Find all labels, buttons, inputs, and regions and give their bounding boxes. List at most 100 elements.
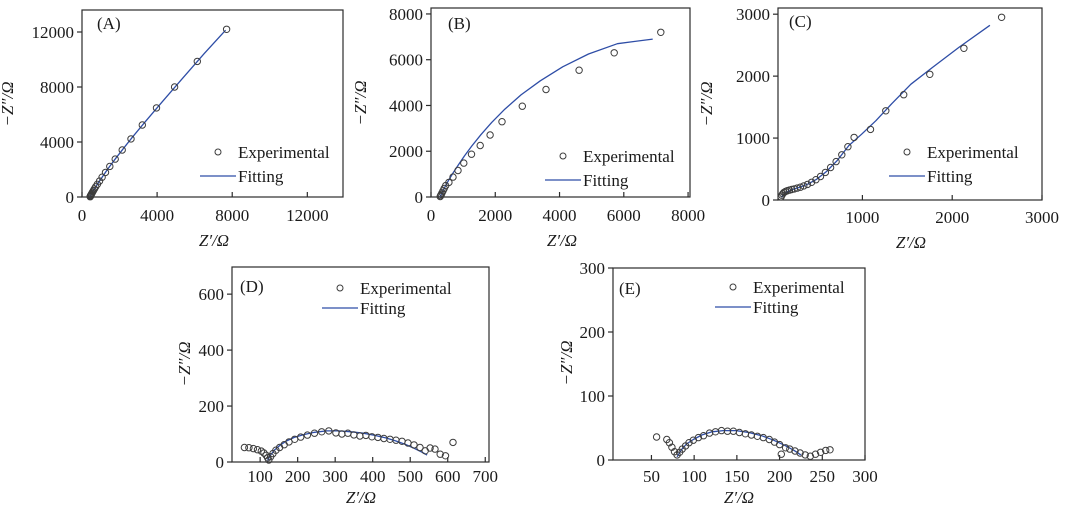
experimental-point bbox=[826, 163, 835, 172]
experimental-point bbox=[610, 49, 618, 57]
experimental-point bbox=[325, 427, 333, 435]
x-tick-label: 100 bbox=[681, 467, 707, 486]
fitting-line bbox=[439, 38, 653, 198]
experimental-points bbox=[240, 427, 457, 464]
experimental-point bbox=[138, 121, 147, 129]
experimental-point bbox=[866, 125, 875, 134]
y-tick-label: 600 bbox=[199, 285, 225, 304]
y-axis-title: −Z″/Ω bbox=[175, 341, 194, 386]
x-tick-label: 150 bbox=[724, 467, 750, 486]
experimental-point bbox=[777, 450, 785, 458]
experimental-point bbox=[832, 157, 840, 166]
experimental-point bbox=[822, 446, 830, 455]
panel-label: (A) bbox=[97, 14, 121, 33]
y-tick-label: 4000 bbox=[40, 133, 74, 152]
x-tick-label: 1000 bbox=[845, 208, 879, 227]
y-tick-label: 400 bbox=[199, 341, 225, 360]
experimental-point bbox=[821, 168, 830, 177]
y-axis-title: −Z″/Ω bbox=[351, 80, 370, 125]
axis-box bbox=[430, 7, 691, 198]
x-axis-title: Z′/Ω bbox=[346, 488, 376, 507]
legend-experimental-marker bbox=[559, 152, 567, 160]
experimental-point bbox=[127, 135, 135, 143]
legend-fitting-label: Fitting bbox=[238, 167, 284, 186]
experimental-point bbox=[222, 25, 231, 33]
x-tick-label: 300 bbox=[852, 467, 878, 486]
experimental-point bbox=[318, 428, 326, 436]
experimental-point bbox=[106, 162, 114, 171]
experimental-point bbox=[467, 150, 476, 158]
y-axis-title: −Z″/Ω bbox=[557, 340, 576, 385]
panel-label: (D) bbox=[240, 277, 264, 296]
x-tick-label: 100 bbox=[247, 467, 273, 486]
x-tick-label: 250 bbox=[810, 467, 836, 486]
legend-experimental-marker bbox=[729, 283, 737, 291]
panel-E: 50 100 150 200 250 300 0 100 200 300 ExperimentalF… bbox=[557, 259, 878, 507]
experimental-point bbox=[811, 450, 820, 458]
panel-label: (B) bbox=[448, 14, 471, 33]
experimental-point bbox=[245, 444, 253, 452]
experimental-point bbox=[310, 429, 319, 437]
x-tick-label: 3000 bbox=[1025, 208, 1059, 227]
experimental-points bbox=[652, 426, 834, 460]
experimental-point bbox=[575, 66, 583, 74]
x-tick-label: 400 bbox=[360, 467, 386, 486]
experimental-point bbox=[793, 184, 801, 192]
x-axis-title: Z′/Ω bbox=[547, 231, 577, 250]
legend-experimental-marker bbox=[903, 148, 911, 156]
axis-box bbox=[81, 9, 344, 198]
x-tick-label: 12000 bbox=[286, 206, 329, 225]
experimental-point bbox=[518, 102, 526, 110]
experimental-point bbox=[449, 173, 457, 181]
experimental-points bbox=[777, 13, 1006, 201]
experimental-point bbox=[445, 178, 453, 187]
y-tick-label: 0 bbox=[415, 188, 424, 207]
y-tick-label: 0 bbox=[762, 191, 771, 210]
legend-fitting-label: Fitting bbox=[753, 298, 799, 317]
experimental-point bbox=[476, 141, 484, 150]
experimental-point bbox=[101, 168, 110, 177]
y-tick-label: 2000 bbox=[736, 67, 770, 86]
fitting-line bbox=[89, 29, 227, 198]
experimental-point bbox=[850, 133, 858, 142]
experimental-point bbox=[801, 451, 809, 459]
experimental-point bbox=[118, 146, 126, 154]
y-tick-label: 0 bbox=[216, 453, 225, 472]
experimental-point bbox=[796, 449, 804, 457]
experimental-point bbox=[426, 444, 434, 452]
y-tick-label: 8000 bbox=[389, 5, 423, 24]
experimental-point bbox=[806, 452, 814, 460]
experimental-point bbox=[960, 44, 968, 52]
legend-fitting-label: Fitting bbox=[360, 299, 406, 318]
experimental-point bbox=[460, 159, 468, 167]
experimental-point bbox=[170, 83, 179, 91]
experimental-point bbox=[436, 450, 444, 458]
experimental-point bbox=[249, 444, 258, 453]
x-tick-label: 6000 bbox=[607, 206, 641, 225]
legend-experimental-label: Experimental bbox=[238, 143, 330, 162]
x-tick-label: 50 bbox=[643, 467, 660, 486]
experimental-point bbox=[441, 452, 450, 460]
experimental-point bbox=[796, 183, 805, 191]
legend-fitting-label: Fitting bbox=[583, 171, 629, 190]
experimental-point bbox=[685, 439, 693, 447]
experimental-point bbox=[926, 70, 934, 79]
experimental-point bbox=[431, 445, 439, 453]
y-tick-label: 0 bbox=[597, 451, 606, 470]
panel-C: 1000 2000 3000 0 1000 2000 3000 Experimental Fit… bbox=[697, 5, 1059, 252]
y-tick-label: 8000 bbox=[40, 78, 74, 97]
x-tick-label: 500 bbox=[397, 467, 423, 486]
experimental-point bbox=[844, 143, 852, 151]
experimental-point bbox=[297, 433, 305, 441]
y-tick-label: 3000 bbox=[736, 5, 770, 24]
x-tick-label: 4000 bbox=[543, 206, 577, 225]
panel-label: (E) bbox=[619, 279, 641, 298]
axis-box bbox=[777, 7, 1043, 201]
x-tick-label: 200 bbox=[767, 467, 793, 486]
experimental-point bbox=[838, 151, 846, 159]
y-tick-label: 2000 bbox=[389, 142, 423, 161]
y-tick-label: 200 bbox=[580, 323, 606, 342]
experimental-point bbox=[486, 131, 494, 139]
experimental-point bbox=[356, 432, 364, 440]
